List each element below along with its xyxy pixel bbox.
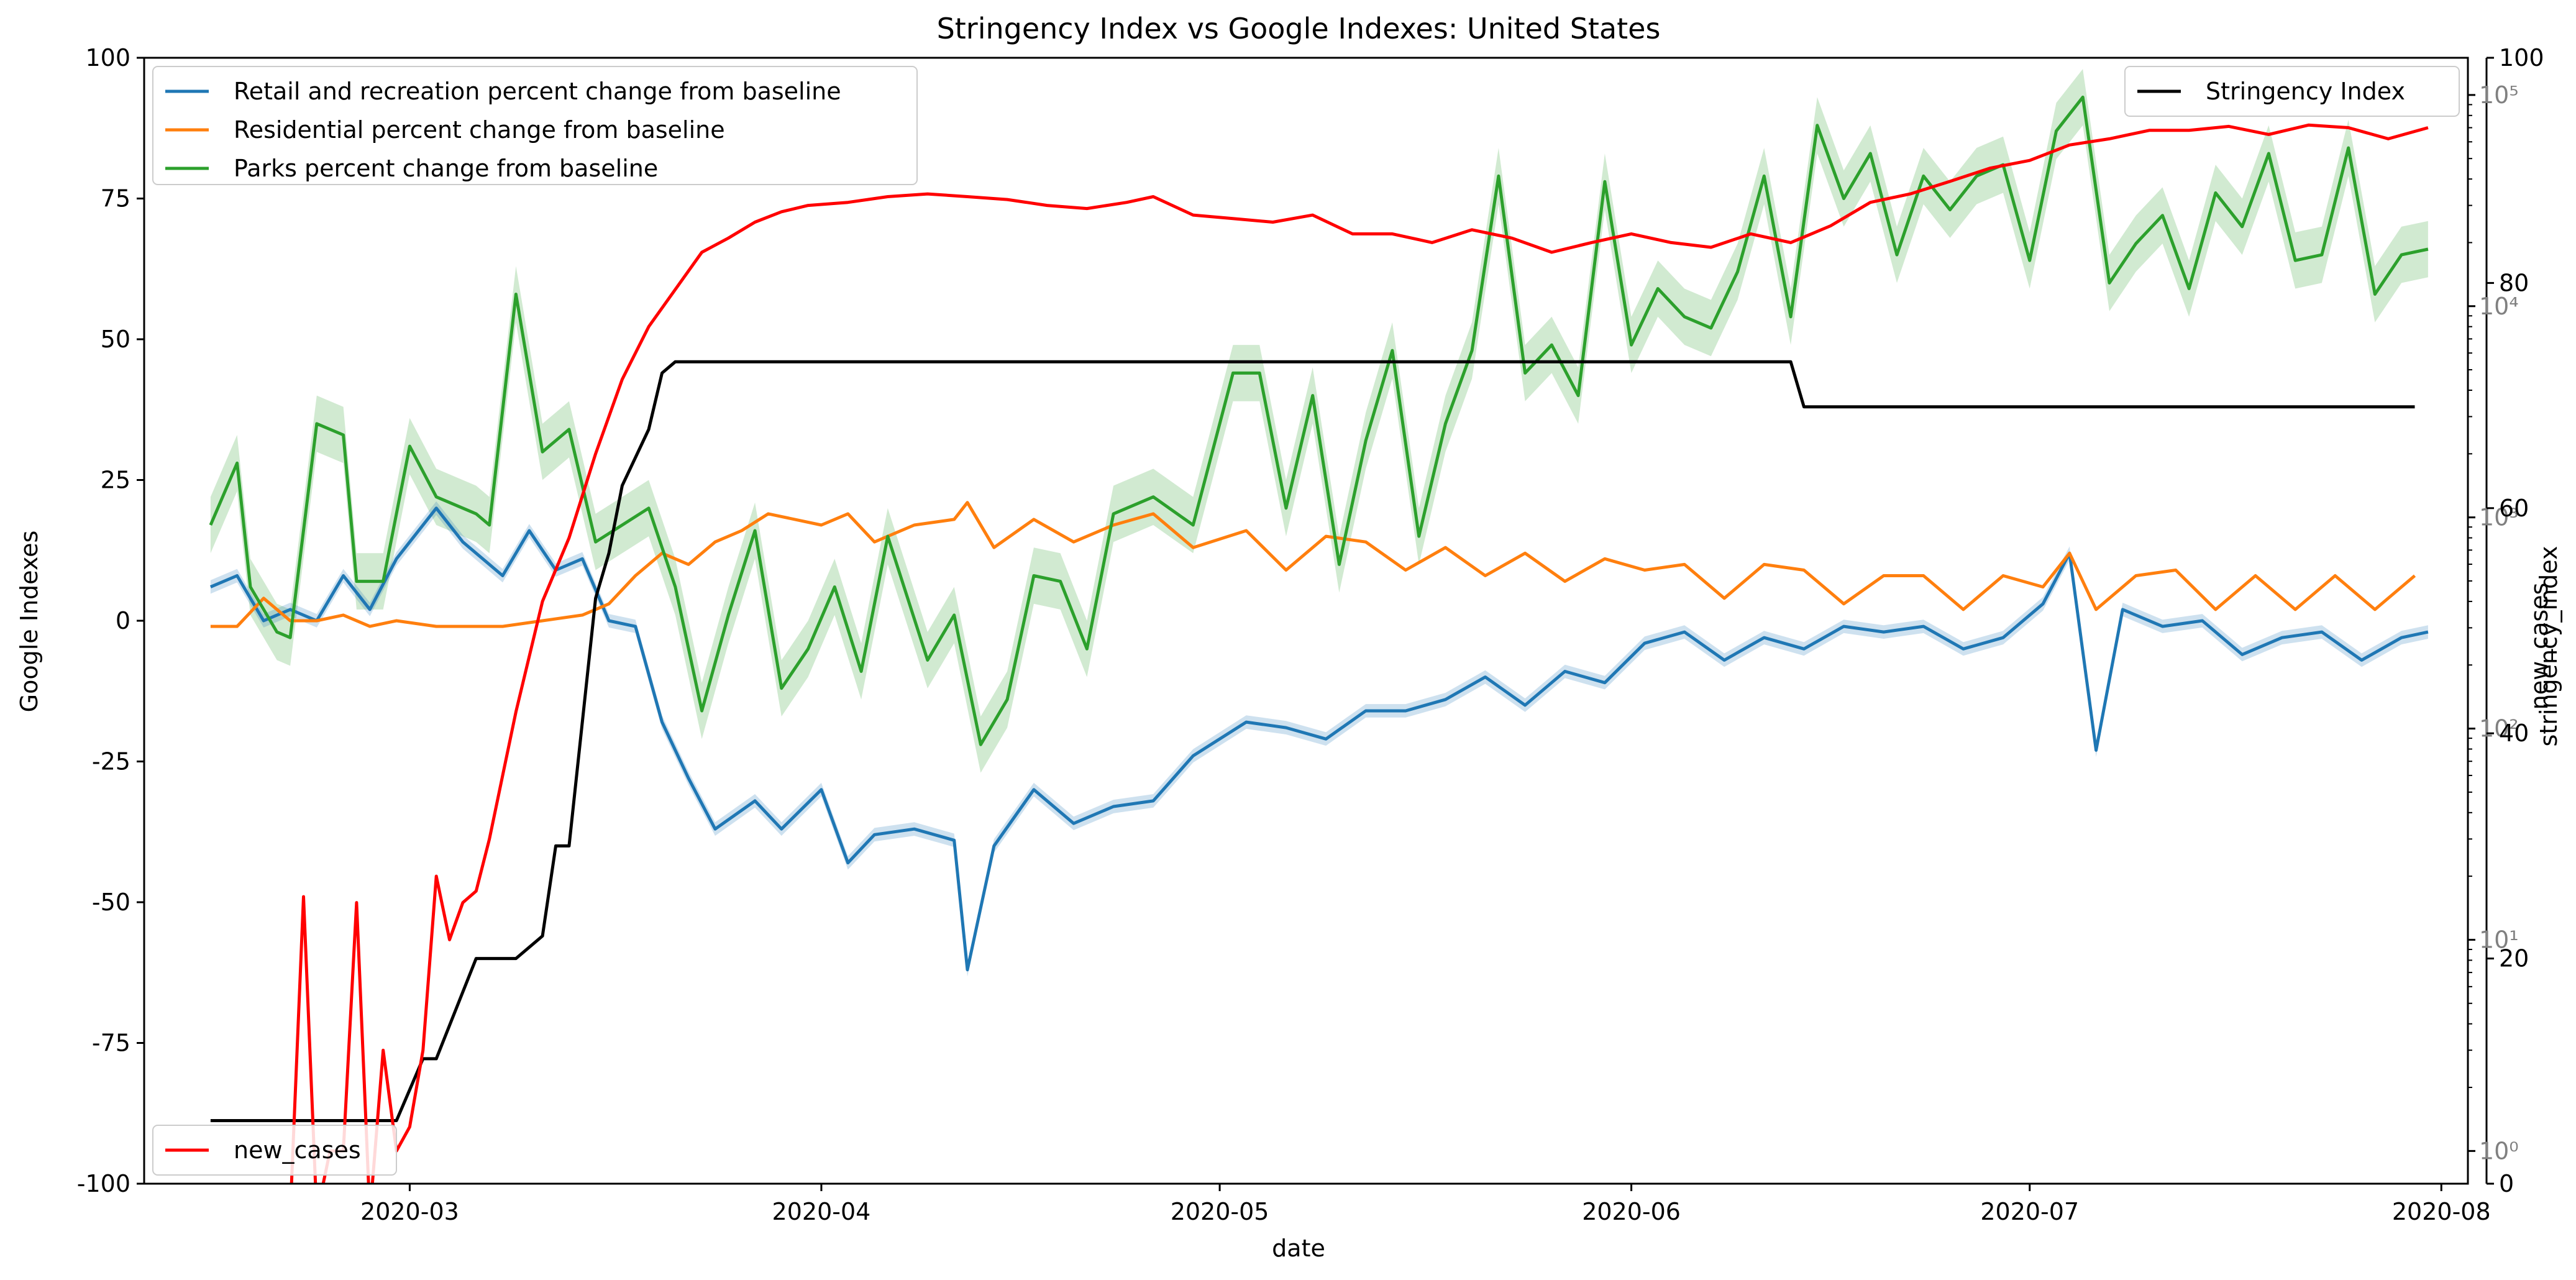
cases-tick-label: 10²	[2479, 715, 2519, 743]
legend-stringency-label: Stringency Index	[2206, 78, 2405, 105]
stringency-tick-label: 0	[2499, 1170, 2514, 1197]
cases-tick-label: 10⁵	[2479, 81, 2519, 109]
chart-title: Stringency Index vs Google Indexes: Unit…	[937, 12, 1661, 45]
stringency-tick-label: 40	[2499, 720, 2529, 747]
legend-google-label: Parks percent change from baseline	[234, 155, 658, 182]
legend-google-label: Residential percent change from baseline	[234, 116, 725, 144]
legends: Retail and recreation percent change fro…	[152, 66, 2460, 1176]
parks-series-line	[209, 95, 2429, 746]
left-tick-label: -50	[92, 889, 130, 916]
y-axis-label-left: Google Indexes	[16, 531, 43, 713]
cases-tick-label: 10⁰	[2479, 1137, 2519, 1164]
stringency-tick-label: 20	[2499, 945, 2529, 972]
x-axis-label: date	[1272, 1235, 1325, 1262]
left-tick-label: 50	[101, 326, 130, 353]
y-axis-label-new-cases: new_cases	[2526, 583, 2553, 710]
retail-series-line	[209, 506, 2429, 972]
x-tick-label: 2020-07	[1980, 1198, 2079, 1225]
left-tick-label: -100	[77, 1170, 130, 1197]
legend-google-label: Retail and recreation percent change fro…	[234, 78, 841, 105]
left-tick-label: 25	[101, 467, 130, 494]
plot-area	[209, 69, 2429, 1184]
left-tick-label: 0	[116, 607, 130, 634]
y-axis-label-stringency: stringency_index	[2535, 546, 2562, 747]
stringency-tick-label: 80	[2499, 269, 2529, 296]
x-tick-label: 2020-06	[1582, 1198, 1681, 1225]
cases-tick-label: 10³	[2479, 504, 2519, 531]
stringency-series-line	[210, 360, 2415, 1122]
left-tick-label: 75	[101, 185, 130, 213]
legend-google-box	[152, 66, 918, 185]
x-tick-label: 2020-08	[2392, 1198, 2491, 1225]
retail-confidence-band	[210, 501, 2428, 977]
left-tick-label: 100	[85, 44, 130, 71]
cases-tick-label: 10⁴	[2479, 293, 2519, 320]
left-tick-label: -25	[92, 748, 130, 775]
legend-stringency-box	[2124, 66, 2460, 117]
x-tick-label: 2020-03	[360, 1198, 459, 1225]
x-tick-label: 2020-05	[1171, 1198, 1269, 1225]
new-cases-series-line	[290, 123, 2429, 1184]
stringency-tick-label: 60	[2499, 495, 2529, 522]
residential-series-line	[210, 501, 2416, 628]
cases-tick-label: 10¹	[2479, 926, 2519, 953]
legend-cases-box	[152, 1125, 397, 1176]
left-tick-label: -75	[92, 1030, 130, 1057]
x-tick-label: 2020-04	[772, 1198, 871, 1225]
legend-cases-label: new_cases	[234, 1136, 361, 1164]
stringency-tick-label: 100	[2499, 44, 2544, 71]
